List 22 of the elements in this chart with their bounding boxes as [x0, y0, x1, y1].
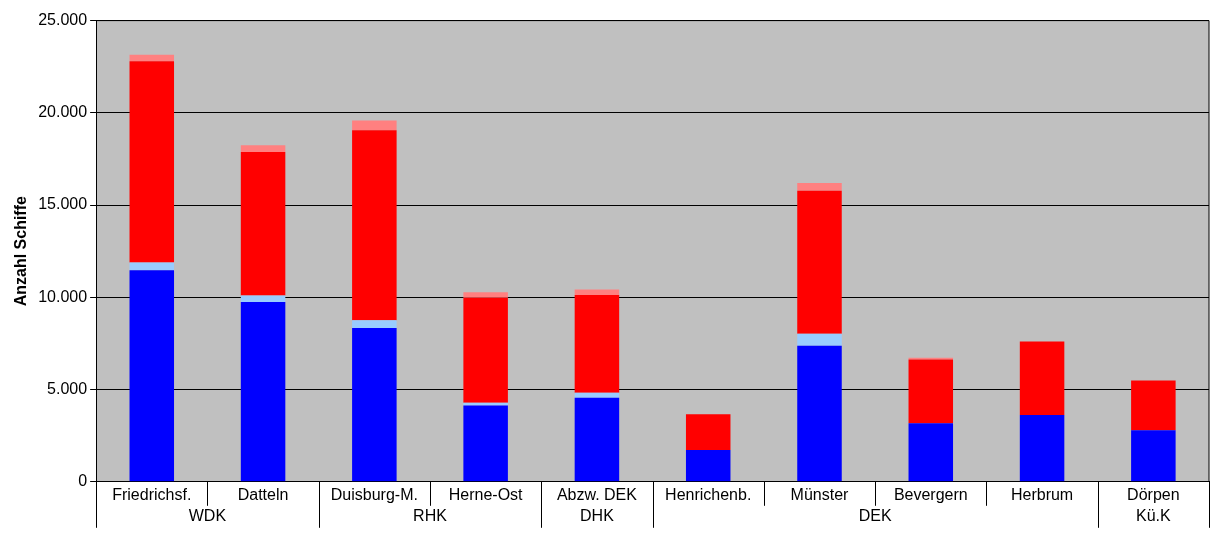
text: Kü.K	[1136, 507, 1172, 525]
y-tick-label: 5.000	[47, 379, 88, 397]
y-tick-label: 10.000	[38, 287, 88, 305]
y-axis-title: Anzahl Schiffe	[12, 195, 30, 307]
x-tick-label: Friedrichsf.	[112, 485, 192, 503]
text: RHK	[413, 507, 448, 525]
text: DEK	[858, 507, 892, 525]
y-tick-label: 15.000	[38, 195, 88, 213]
x-tick-label: Duisburg-M.	[330, 485, 418, 503]
x-tick-label: Herne-Ost	[448, 485, 524, 503]
text: DHK	[580, 507, 615, 525]
y-tick-label: 25.000	[38, 11, 88, 29]
text: WDK	[188, 507, 227, 525]
x-tick-label: Dörpen	[1127, 485, 1180, 503]
y-tick-label: 0	[78, 472, 88, 490]
x-tick-label: Datteln	[237, 485, 289, 503]
x-tick-label: Henrichenb.	[665, 485, 752, 503]
x-tick-label: Münster	[790, 485, 850, 503]
y-tick-label: 20.000	[38, 103, 88, 121]
x-tick-label: Bevergern	[893, 485, 968, 503]
x-tick-label: Abzw. DEK	[556, 485, 638, 503]
x-tick-label: Herbrum	[1010, 485, 1074, 503]
